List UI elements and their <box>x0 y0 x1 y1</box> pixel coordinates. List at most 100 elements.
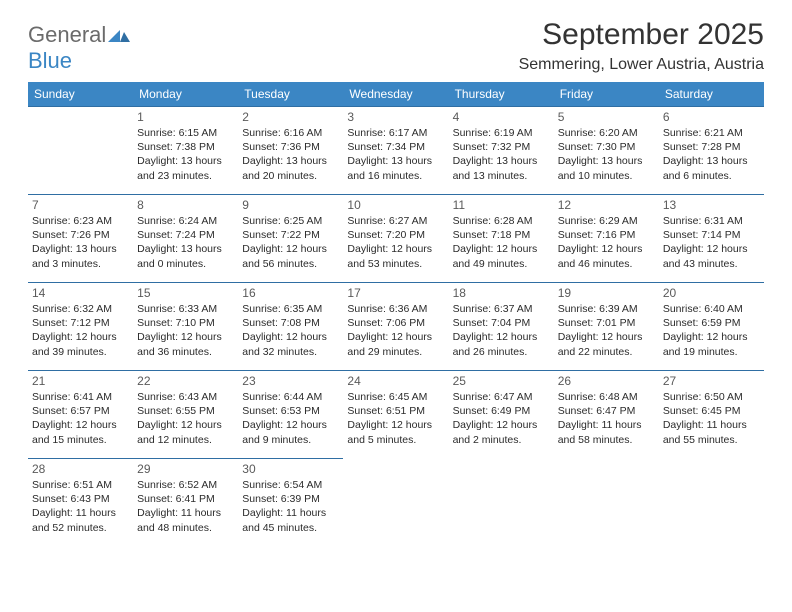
sunset-line: Sunset: 6:59 PM <box>663 316 760 330</box>
day-number: 21 <box>32 374 129 388</box>
daylight-line: Daylight: 11 hours and 45 minutes. <box>242 506 339 534</box>
sunrise-line: Sunrise: 6:24 AM <box>137 214 234 228</box>
calendar-week-row: 1 Sunrise: 6:15 AMSunset: 7:38 PM Daylight… <box>28 107 764 195</box>
day-details: Sunrise: 6:32 AMSunset: 7:12 PMDaylight:… <box>32 302 129 359</box>
day-number: 22 <box>137 374 234 388</box>
sunrise-line: Sunrise: 6:19 AM <box>453 126 550 140</box>
day-number: 8 <box>137 198 234 212</box>
calendar-day-cell: 13Sunrise: 6:31 AMSunset: 7:14 PMDayligh… <box>659 195 764 283</box>
sunrise-line: Sunrise: 6:29 AM <box>558 214 655 228</box>
day-details: Sunrise: 6:24 AMSunset: 7:24 PMDaylight:… <box>137 214 234 271</box>
daylight-line: Daylight: 11 hours and 55 minutes. <box>663 418 760 446</box>
calendar-day-cell: 6Sunrise: 6:21 AMSunset: 7:28 PMDaylight… <box>659 107 764 195</box>
daylight-line: Daylight: 12 hours and 9 minutes. <box>242 418 339 446</box>
month-title: September 2025 <box>519 18 764 52</box>
day-details: Sunrise: 6:52 AMSunset: 6:41 PMDaylight:… <box>137 478 234 535</box>
sunrise-line: Sunrise: 6:41 AM <box>32 390 129 404</box>
calendar-day-cell: 25Sunrise: 6:47 AMSunset: 6:49 PMDayligh… <box>449 371 554 459</box>
daylight-line: Daylight: 13 hours and 6 minutes. <box>663 154 760 182</box>
sunrise-line: Sunrise: 6:27 AM <box>347 214 444 228</box>
sunrise-line: Sunrise: 6:39 AM <box>558 302 655 316</box>
calendar-day-cell: 4Sunrise: 6:19 AMSunset: 7:32 PMDaylight… <box>449 107 554 195</box>
daylight-line: Daylight: 13 hours and 13 minutes. <box>453 154 550 182</box>
day-number: 28 <box>32 462 129 476</box>
day-details: Sunrise: 6:33 AMSunset: 7:10 PMDaylight:… <box>137 302 234 359</box>
daylight-line: Daylight: 12 hours and 2 minutes. <box>453 418 550 446</box>
daylight-line: Daylight: 12 hours and 22 minutes. <box>558 330 655 358</box>
day-details: Sunrise: 6:20 AMSunset: 7:30 PMDaylight:… <box>558 126 655 183</box>
calendar-empty-cell <box>554 459 659 547</box>
sunset-line: Sunset: 6:53 PM <box>242 404 339 418</box>
sunset-line: Sunset: 7:12 PM <box>32 316 129 330</box>
sunset-line: Sunset: 7:26 PM <box>32 228 129 242</box>
title-block: September 2025 Semmering, Lower Austria,… <box>519 18 764 80</box>
calendar-week-row: 28 Sunrise: 6:51 AMSunset: 6:43 PMDayligh… <box>28 459 764 547</box>
day-number: 12 <box>558 198 655 212</box>
calendar-day-cell: 19Sunrise: 6:39 AMSunset: 7:01 PMDayligh… <box>554 283 659 371</box>
sunset-line: Sunset: 6:41 PM <box>137 492 234 506</box>
day-number: 23 <box>242 374 339 388</box>
day-details: Sunrise: 6:28 AMSunset: 7:18 PMDaylight:… <box>453 214 550 271</box>
calendar-day-cell: 20Sunrise: 6:40 AMSunset: 6:59 PMDayligh… <box>659 283 764 371</box>
sunrise-line: Sunrise: 6:47 AM <box>453 390 550 404</box>
sunset-line: Sunset: 7:24 PM <box>137 228 234 242</box>
calendar-day-cell: 28 Sunrise: 6:51 AMSunset: 6:43 PMDayligh… <box>28 459 133 547</box>
sunset-line: Sunset: 7:38 PM <box>137 140 234 154</box>
day-number: 14 <box>32 286 129 300</box>
calendar-day-cell: 29Sunrise: 6:52 AMSunset: 6:41 PMDayligh… <box>133 459 238 547</box>
day-details: Sunrise: 6:17 AMSunset: 7:34 PMDaylight:… <box>347 126 444 183</box>
day-details: Sunrise: 6:36 AMSunset: 7:06 PMDaylight:… <box>347 302 444 359</box>
day-details: Sunrise: 6:48 AMSunset: 6:47 PMDaylight:… <box>558 390 655 447</box>
sunset-line: Sunset: 6:55 PM <box>137 404 234 418</box>
header-row: General Blue September 2025 Semmering, L… <box>28 18 764 80</box>
day-number: 7 <box>32 198 129 212</box>
day-details: Sunrise: 6:19 AMSunset: 7:32 PMDaylight:… <box>453 126 550 183</box>
sunset-line: Sunset: 7:22 PM <box>242 228 339 242</box>
calendar-day-cell: 16Sunrise: 6:35 AMSunset: 7:08 PMDayligh… <box>238 283 343 371</box>
sunrise-line: Sunrise: 6:50 AM <box>663 390 760 404</box>
day-number: 27 <box>663 374 760 388</box>
day-details: Sunrise: 6:50 AMSunset: 6:45 PMDaylight:… <box>663 390 760 447</box>
calendar-day-cell: 17Sunrise: 6:36 AMSunset: 7:06 PMDayligh… <box>343 283 448 371</box>
daylight-line: Daylight: 13 hours and 3 minutes. <box>32 242 129 270</box>
calendar-empty-cell <box>659 459 764 547</box>
sunrise-line: Sunrise: 6:20 AM <box>558 126 655 140</box>
sunrise-line: Sunrise: 6:45 AM <box>347 390 444 404</box>
calendar-day-cell: 3Sunrise: 6:17 AMSunset: 7:34 PMDaylight… <box>343 107 448 195</box>
daylight-line: Daylight: 13 hours and 16 minutes. <box>347 154 444 182</box>
day-details: Sunrise: 6:40 AMSunset: 6:59 PMDaylight:… <box>663 302 760 359</box>
day-details: Sunrise: 6:25 AMSunset: 7:22 PMDaylight:… <box>242 214 339 271</box>
sunset-line: Sunset: 7:08 PM <box>242 316 339 330</box>
sunset-line: Sunset: 6:49 PM <box>453 404 550 418</box>
day-header-tuesday: Tuesday <box>238 82 343 107</box>
sunrise-line: Sunrise: 6:35 AM <box>242 302 339 316</box>
day-details: Sunrise: 6:29 AMSunset: 7:16 PMDaylight:… <box>558 214 655 271</box>
sunset-line: Sunset: 7:01 PM <box>558 316 655 330</box>
day-header-wednesday: Wednesday <box>343 82 448 107</box>
daylight-line: Daylight: 12 hours and 46 minutes. <box>558 242 655 270</box>
sunrise-line: Sunrise: 6:36 AM <box>347 302 444 316</box>
calendar-empty-cell <box>343 459 448 547</box>
sunset-line: Sunset: 6:45 PM <box>663 404 760 418</box>
sunset-line: Sunset: 6:43 PM <box>32 492 129 506</box>
calendar-day-cell: 1Sunrise: 6:15 AMSunset: 7:38 PMDaylight… <box>133 107 238 195</box>
brand-part1: General <box>28 22 106 47</box>
calendar-day-cell: 23Sunrise: 6:44 AMSunset: 6:53 PMDayligh… <box>238 371 343 459</box>
sunrise-line: Sunrise: 6:54 AM <box>242 478 339 492</box>
calendar-day-cell: 24Sunrise: 6:45 AMSunset: 6:51 PMDayligh… <box>343 371 448 459</box>
calendar-day-cell: 9Sunrise: 6:25 AMSunset: 7:22 PMDaylight… <box>238 195 343 283</box>
day-number: 1 <box>137 110 234 124</box>
sunset-line: Sunset: 7:06 PM <box>347 316 444 330</box>
sunrise-line: Sunrise: 6:15 AM <box>137 126 234 140</box>
day-header-friday: Friday <box>554 82 659 107</box>
daylight-line: Daylight: 13 hours and 20 minutes. <box>242 154 339 182</box>
sunrise-line: Sunrise: 6:40 AM <box>663 302 760 316</box>
sunset-line: Sunset: 6:39 PM <box>242 492 339 506</box>
day-details: Sunrise: 6:37 AMSunset: 7:04 PMDaylight:… <box>453 302 550 359</box>
day-number: 6 <box>663 110 760 124</box>
daylight-line: Daylight: 12 hours and 53 minutes. <box>347 242 444 270</box>
day-details: Sunrise: 6:51 AMSunset: 6:43 PMDaylight:… <box>32 478 129 535</box>
calendar-day-cell: 10Sunrise: 6:27 AMSunset: 7:20 PMDayligh… <box>343 195 448 283</box>
sunrise-line: Sunrise: 6:33 AM <box>137 302 234 316</box>
day-number: 30 <box>242 462 339 476</box>
